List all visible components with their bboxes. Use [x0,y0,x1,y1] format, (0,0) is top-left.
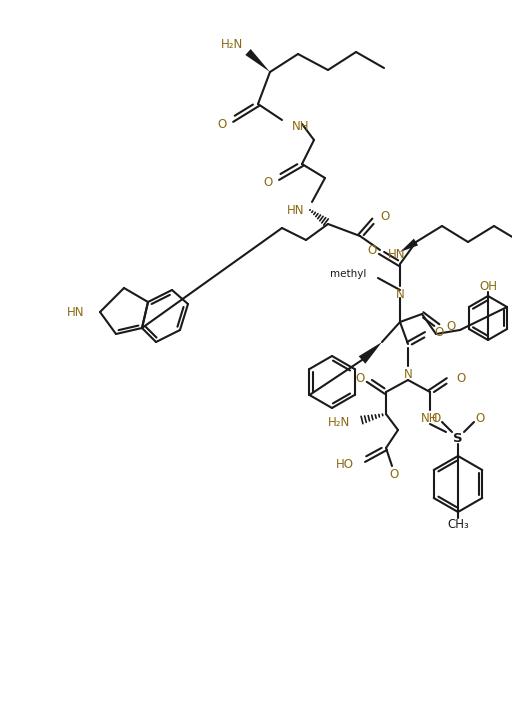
Text: N: N [403,367,412,381]
Text: OH: OH [479,279,497,293]
Text: HN: HN [67,305,84,319]
Text: O: O [380,209,389,223]
Text: HO: HO [336,458,354,470]
Text: O: O [263,176,272,188]
Text: O: O [434,326,443,338]
Text: CH₃: CH₃ [447,517,469,530]
Text: O: O [446,319,455,333]
Text: H₂N: H₂N [328,415,350,429]
Text: H₂N: H₂N [221,37,243,51]
Text: O: O [368,243,377,257]
Text: O: O [355,372,365,384]
Text: O: O [432,412,441,424]
Text: HN: HN [388,247,406,261]
Text: O: O [456,372,465,384]
Text: HN: HN [287,204,304,216]
Text: O: O [389,467,399,481]
Text: NH: NH [292,120,309,133]
Text: O: O [475,412,485,424]
Polygon shape [358,342,382,364]
Text: methyl: methyl [330,269,366,279]
Text: S: S [453,431,463,444]
Text: NH: NH [421,412,439,424]
Polygon shape [400,238,418,252]
Polygon shape [245,49,270,72]
Text: O: O [218,118,227,130]
Text: N: N [396,288,404,300]
